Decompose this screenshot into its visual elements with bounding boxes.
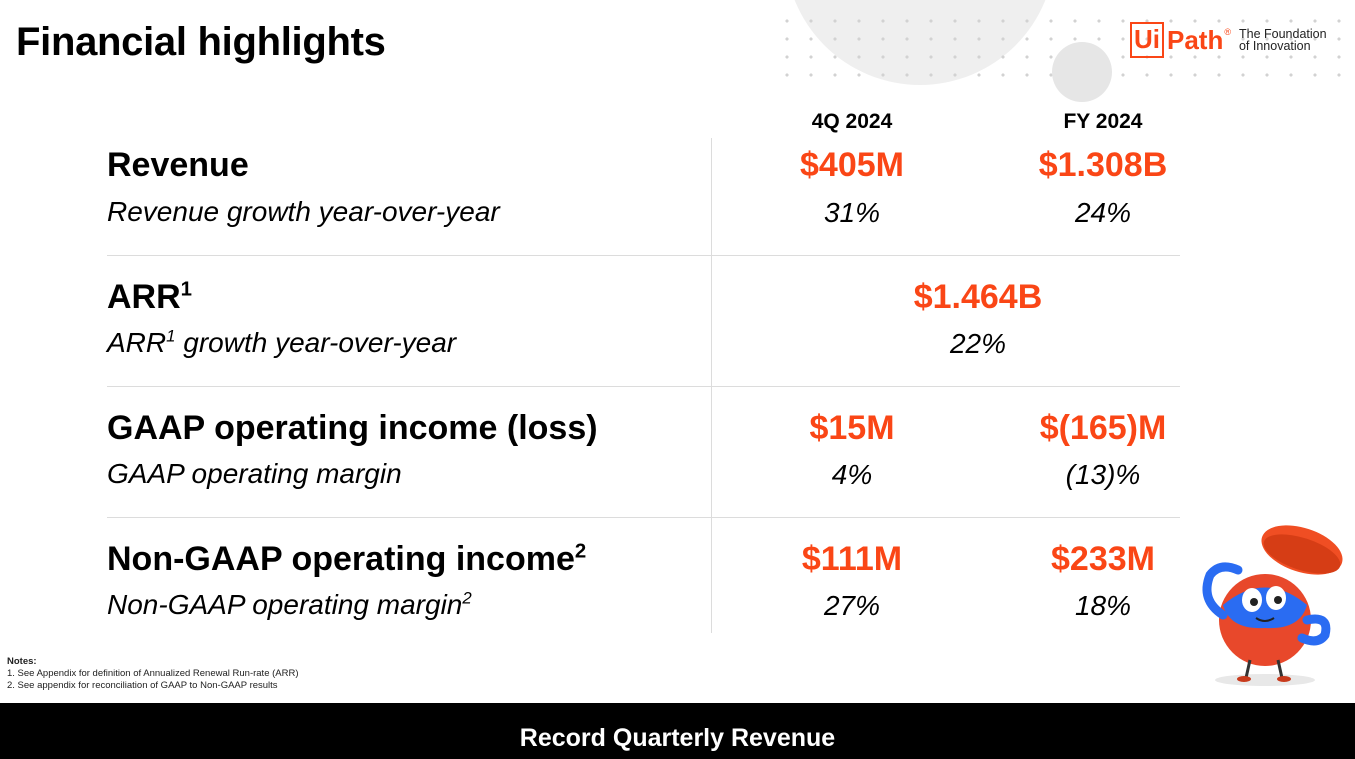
- decorative-arc: [785, 0, 1055, 85]
- logo-tagline: The Foundation of Innovation: [1238, 27, 1327, 53]
- mascot-icon: [1202, 525, 1343, 686]
- arr-growth-footnote-mark: 1: [166, 326, 176, 346]
- nongaap-income-text: Non-GAAP operating income: [107, 540, 575, 578]
- arr-label-text: ARR: [107, 278, 181, 316]
- nongaap-4q-margin: 27%: [823, 590, 881, 621]
- logo-ui-box: Ui: [1130, 22, 1164, 58]
- note-item: 1. See Appendix for definition of Annual…: [7, 668, 299, 679]
- footnotes: Notes: 1. See Appendix for definition of…: [7, 656, 299, 692]
- arr-growth-prefix: ARR: [107, 327, 167, 358]
- logo-registered-mark: ®: [1224, 27, 1231, 37]
- row-divider: [107, 386, 1180, 387]
- revenue-fy-growth: 24%: [1074, 197, 1132, 228]
- row-divider: [107, 255, 1180, 256]
- arr-growth-label: ARR1 growth year-over-year: [107, 327, 456, 359]
- gaap-4q-value: $15M: [809, 409, 895, 447]
- nongaap-fy-margin: 18%: [1074, 590, 1132, 621]
- revenue-growth-label: Revenue growth year-over-year: [107, 196, 500, 227]
- nongaap-fy-value: $233M: [1051, 540, 1155, 578]
- revenue-label: Revenue: [107, 146, 249, 184]
- gaap-income-label: GAAP operating income (loss): [107, 409, 598, 447]
- nongaap-margin-footnote-mark: 2: [462, 588, 472, 608]
- decorative-circle: [1052, 42, 1112, 102]
- arr-value: $1.464B: [913, 278, 1043, 316]
- column-divider: [711, 138, 712, 633]
- gaap-margin-label: GAAP operating margin: [107, 458, 402, 489]
- column-header-4q: 4Q 2024: [811, 110, 893, 133]
- gaap-fy-value: $(165)M: [1039, 409, 1167, 447]
- nongaap-margin-text: Non-GAAP operating margin: [107, 589, 463, 620]
- arr-label: ARR1: [107, 278, 192, 317]
- notes-heading: Notes:: [7, 656, 37, 667]
- nongaap-margin-label: Non-GAAP operating margin2: [107, 589, 472, 621]
- logo-path-text: Path: [1167, 24, 1224, 55]
- arr-growth: 22%: [949, 328, 1007, 359]
- column-header-fy: FY 2024: [1063, 110, 1143, 133]
- page-title: Financial highlights: [16, 20, 386, 64]
- revenue-4q-value: $405M: [800, 146, 904, 184]
- revenue-4q-growth: 31%: [823, 197, 881, 228]
- nongaap-4q-value: $111M: [801, 540, 903, 578]
- row-divider: [107, 517, 1180, 518]
- nongaap-income-label: Non-GAAP operating income2: [107, 540, 586, 579]
- nongaap-footnote-mark: 2: [574, 540, 587, 563]
- uipath-logo: Ui Path ® The Foundation of Innovation: [1130, 22, 1339, 58]
- note-item: 2. See appendix for reconciliation of GA…: [7, 680, 278, 691]
- arr-growth-suffix: growth year-over-year: [175, 327, 457, 358]
- revenue-fy-value: $1.308B: [1038, 146, 1168, 184]
- arr-footnote-mark: 1: [180, 278, 193, 301]
- gaap-fy-margin: (13)%: [1065, 459, 1141, 490]
- footer-text: Record Quarterly Revenue: [519, 724, 836, 752]
- footer-bar: [0, 703, 1355, 759]
- gaap-4q-margin: 4%: [831, 459, 873, 490]
